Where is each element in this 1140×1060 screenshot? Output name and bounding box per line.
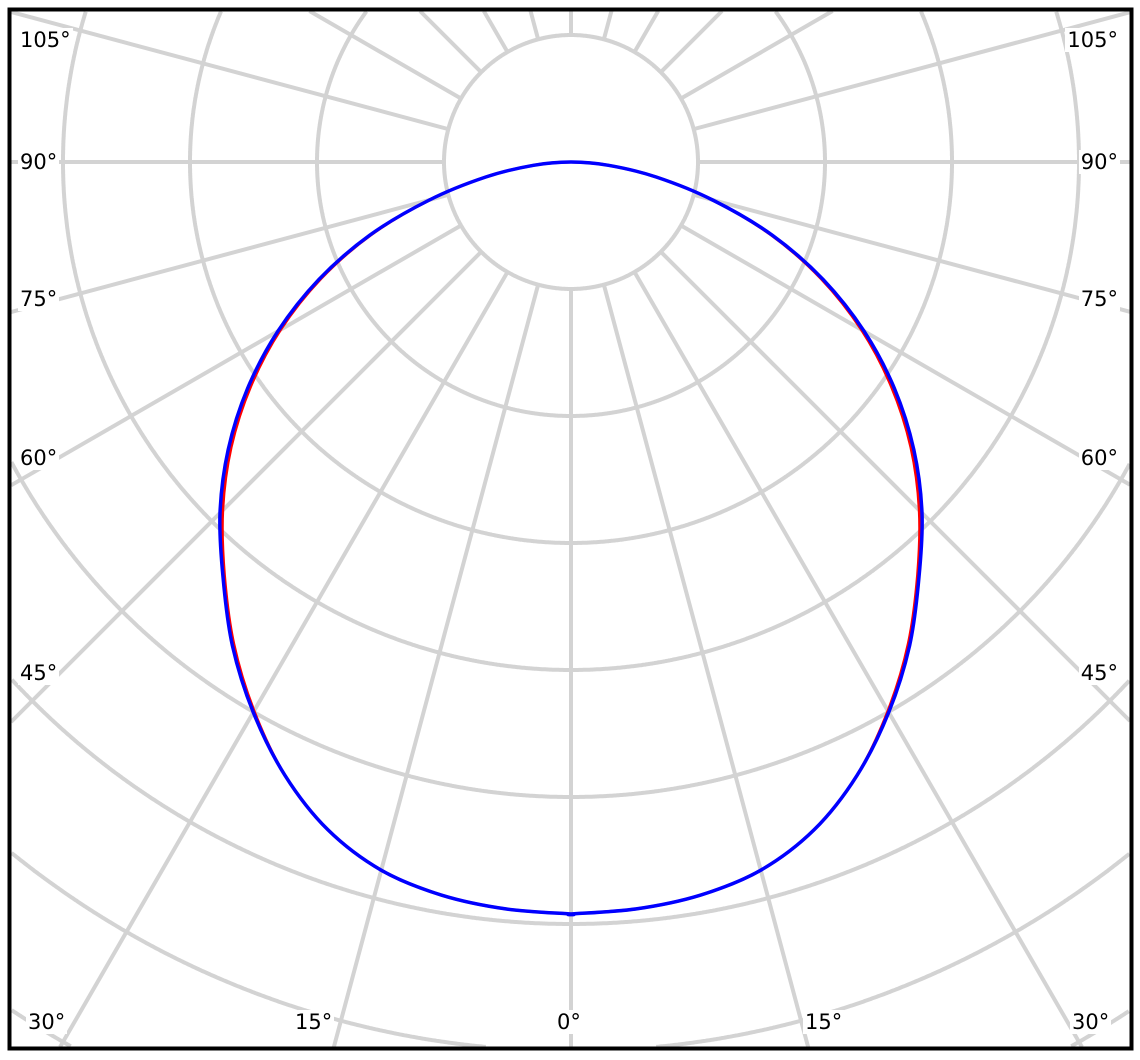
grid-ray — [308, 9, 463, 101]
chart-frame — [7, 7, 1134, 1051]
grid-ray — [58, 270, 510, 1049]
grid-ray — [482, 9, 510, 54]
grid-circle — [10, 851, 1131, 1049]
grid-ray — [693, 192, 1131, 314]
intensity-curve-series-2 — [218, 160, 924, 917]
angle-label-bottom-15-left: 15° — [293, 1010, 335, 1034]
grid-ray — [632, 10, 660, 54]
grid-ray — [9, 250, 483, 724]
grid-ray — [601, 10, 614, 40]
angle-label-bottom-15-right: 15° — [803, 1010, 845, 1034]
grid-ray — [528, 10, 541, 40]
grid-ray — [679, 9, 834, 101]
grid-ray — [659, 9, 724, 74]
angle-label-left-45: 45° — [18, 661, 60, 685]
grid-ray — [10, 10, 449, 132]
grid-ray — [679, 223, 1132, 487]
angle-label-left-75: 75° — [18, 287, 60, 311]
grid-ray — [601, 284, 811, 1048]
angle-label-right-90: 90° — [1078, 150, 1120, 174]
angle-label-bottom-30-right: 30° — [1070, 1010, 1112, 1034]
grid-ray — [331, 284, 541, 1048]
angle-label-right-60: 60° — [1078, 446, 1120, 470]
grid — [9, 9, 1132, 1049]
angle-label-left-60: 60° — [18, 446, 60, 470]
angle-label-right-105: 105° — [1065, 28, 1120, 52]
grid-circle — [10, 678, 1131, 926]
grid-circle — [9, 461, 1132, 799]
grid-ray — [693, 10, 1131, 132]
grid-circle — [188, 10, 954, 545]
grid-ray — [659, 250, 1132, 723]
angle-label-left-90: 90° — [18, 150, 60, 174]
grid-ray — [418, 9, 483, 74]
curves — [218, 160, 924, 917]
angle-label-left-105: 105° — [18, 28, 73, 52]
grid-ray — [9, 223, 463, 488]
angle-label-bottom-30-left: 30° — [26, 1010, 68, 1034]
grid-ray — [632, 270, 1084, 1048]
angle-label-bottom-0: 0° — [555, 1010, 583, 1034]
grid-ray — [10, 192, 449, 314]
angle-label-right-75: 75° — [1078, 287, 1120, 311]
angle-label-right-45: 45° — [1078, 661, 1120, 685]
